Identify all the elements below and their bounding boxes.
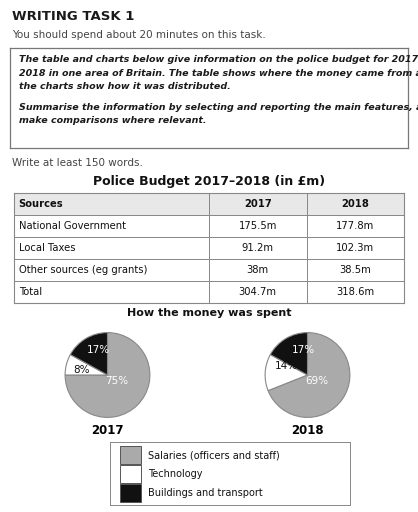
Text: 38m: 38m [247,265,269,275]
Text: Summarise the information by selecting and reporting the main features, and: Summarise the information by selecting a… [19,102,418,112]
Title: 2018: 2018 [291,424,324,437]
Text: Write at least 150 words.: Write at least 150 words. [12,158,143,168]
Text: 318.6m: 318.6m [336,287,374,297]
Text: How the money was spent: How the money was spent [127,308,291,318]
Text: 75%: 75% [105,376,128,387]
Text: The table and charts below give information on the police budget for 2017 and: The table and charts below give informat… [19,55,418,64]
Text: You should spend about 20 minutes on this task.: You should spend about 20 minutes on thi… [12,30,266,40]
Text: 14%: 14% [275,360,298,371]
Text: the charts show how it was distributed.: the charts show how it was distributed. [19,82,230,91]
Bar [209,215,306,237]
Title: 2017: 2017 [91,424,124,437]
Text: Technology: Technology [148,469,203,479]
Text: WRITING TASK 1: WRITING TASK 1 [12,10,134,23]
Bar [209,193,306,215]
Text: Police Budget 2017–2018 (in £m): Police Budget 2017–2018 (in £m) [93,175,325,188]
Text: Local Taxes: Local Taxes [19,243,75,253]
Text: 304.7m: 304.7m [239,287,277,297]
Text: 69%: 69% [305,376,329,387]
Bar [120,446,141,464]
Text: Total: Total [19,287,42,297]
Text: 17%: 17% [292,345,315,354]
Text: make comparisons where relevant.: make comparisons where relevant. [19,116,206,125]
Text: 38.5m: 38.5m [339,265,371,275]
Bar [209,237,306,259]
Bar [14,281,209,303]
Text: Sources: Sources [19,199,63,209]
Bar [14,237,209,259]
Wedge shape [65,355,107,375]
Text: 2017: 2017 [244,199,272,209]
Text: Other sources (eg grants): Other sources (eg grants) [19,265,147,275]
Text: 2018: 2018 [342,199,369,209]
Bar [306,237,404,259]
Bar [209,281,306,303]
Bar [306,193,404,215]
Bar [306,259,404,281]
Text: Salaries (officers and staff): Salaries (officers and staff) [148,450,280,460]
Bar [14,193,209,215]
Bar [209,259,306,281]
Bar [120,465,141,483]
Bar [14,215,209,237]
Text: 2018 in one area of Britain. The table shows where the money came from and: 2018 in one area of Britain. The table s… [19,69,418,77]
Text: 177.8m: 177.8m [336,221,375,231]
Wedge shape [265,355,308,391]
Text: Buildings and transport: Buildings and transport [148,488,263,498]
Wedge shape [270,333,308,375]
Wedge shape [65,333,150,417]
Bar [306,281,404,303]
Text: 17%: 17% [87,345,110,354]
Bar [120,484,141,502]
Bar [14,259,209,281]
Text: 175.5m: 175.5m [239,221,277,231]
Bar [306,215,404,237]
Text: National Government: National Government [19,221,126,231]
Text: 102.3m: 102.3m [336,243,374,253]
Wedge shape [268,333,350,417]
Wedge shape [70,333,107,375]
Text: 91.2m: 91.2m [242,243,274,253]
Text: 8%: 8% [73,365,89,375]
